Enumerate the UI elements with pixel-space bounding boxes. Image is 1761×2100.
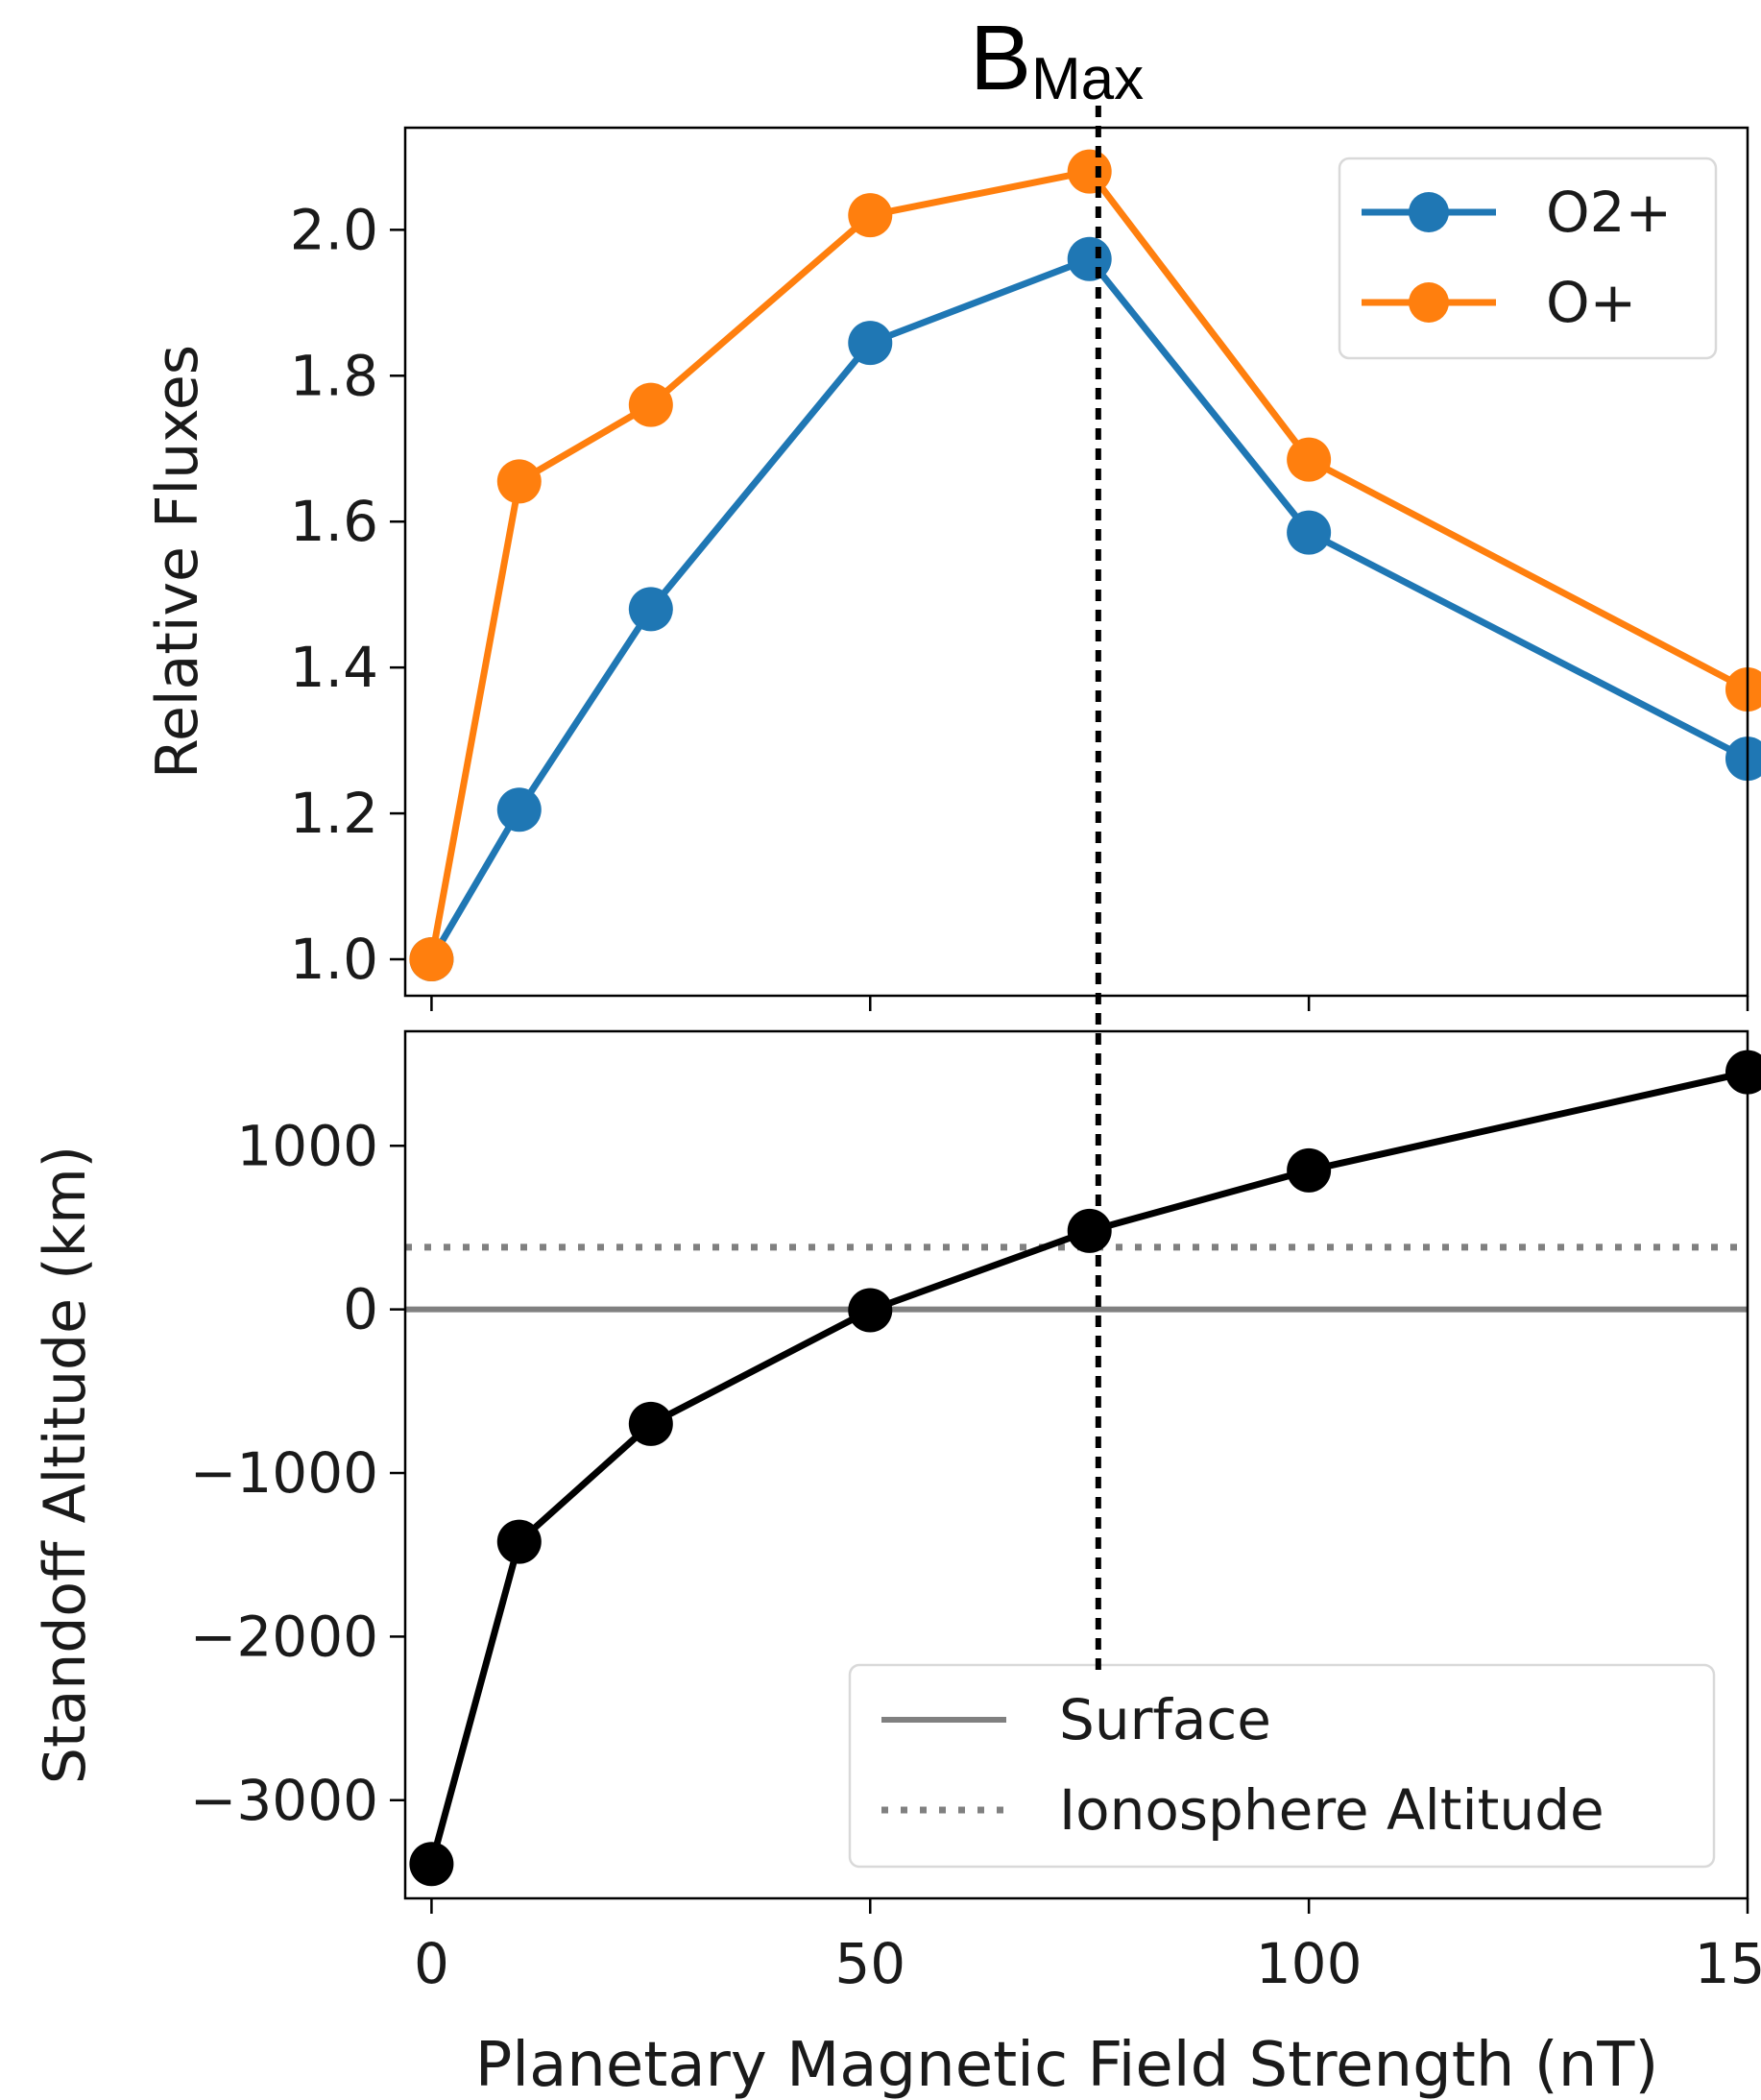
flux-y-tick-label: 2.0 [290,197,378,262]
flux-panel: 1.0 1.2 1.4 1.6 1.8 2.0 Relative Fluxes O2+ O+ [144,126,1761,1011]
flux-legend: O2+ O+ [1338,157,1718,360]
flux-point-O2+ [848,321,893,366]
altitude-point [409,1842,454,1887]
altitude-legend-box [848,1663,1716,1869]
bmax-subscript: Max [1031,46,1144,112]
bmax-label: BMax [970,7,1144,112]
flux-point-O2+ [1725,736,1761,782]
flux-legend-label-O+: O+ [1546,270,1636,335]
flux-point-O+ [1725,666,1761,712]
bmax-main: B [970,7,1031,109]
flux-point-O+ [496,459,542,504]
altitude-point [1287,1147,1332,1193]
flux-point-O2+ [1287,510,1332,555]
flux-point-O+ [1067,149,1112,194]
altitude-legend-label-surface: Surface [1059,1687,1271,1752]
altitude-x-tick-label: 100 [1256,1931,1363,1996]
altitude-point [628,1401,673,1446]
flux-legend-marker-O+ [1409,282,1449,323]
altitude-y-axis-label: Standoff Altitude (km) [32,1146,99,1784]
altitude-y-tick-label: −3000 [190,1768,378,1833]
altitude-ticks: −3000 −2000 −1000 0 1000 0 50 100 150 [190,1113,1761,1996]
altitude-ref-layer [405,1243,1748,1313]
flux-y-axis-label: Relative Fluxes [144,345,211,779]
altitude-plot-frame [403,1029,1749,1900]
altitude-y-tick-label: −1000 [190,1440,378,1506]
flux-y-tick-label: 1.8 [290,343,378,408]
altitude-panel: −3000 −2000 −1000 0 1000 0 50 100 150 Standoff A… [32,1029,1761,2100]
altitude-point [496,1519,542,1564]
flux-legend-label-O2+: O2+ [1546,180,1672,245]
altitude-y-tick-label: 0 [343,1277,378,1342]
altitude-x-tick-label: 150 [1695,1931,1761,1996]
flux-point-O+ [409,937,454,982]
flux-point-O2+ [628,587,673,632]
altitude-legend: Surface Ionosphere Altitude [848,1663,1716,1869]
flux-y-tick-label: 1.6 [290,489,378,554]
altitude-y-tick-label: 1000 [236,1113,378,1178]
altitude-y-tick-label: −2000 [190,1604,378,1669]
flux-point-O2+ [496,787,542,833]
flux-y-tick-label: 1.2 [290,781,378,846]
flux-point-O+ [1287,437,1332,482]
altitude-point [1725,1050,1761,1095]
flux-y-tick-label: 1.0 [290,927,378,992]
flux-legend-marker-O2+ [1409,192,1449,232]
flux-plot-frame [403,126,1749,998]
altitude-legend-label-ionosphere-altitude: Ionosphere Altitude [1059,1777,1604,1843]
flux-point-O+ [628,382,673,427]
flux-ticks: 1.0 1.2 1.4 1.6 1.8 2.0 [290,197,1749,1011]
flux-y-tick-label: 1.4 [290,635,378,700]
altitude-x-tick-label: 50 [834,1931,905,1996]
flux-point-O2+ [1067,236,1112,281]
flux-point-O+ [848,193,893,238]
x-axis-label: Planetary Magnetic Field Strength (nT) [475,2030,1659,2100]
altitude-x-tick-label: 0 [414,1931,449,1996]
flux-series-layer [409,149,1761,982]
altitude-point [1067,1208,1112,1253]
altitude-point [848,1288,893,1333]
